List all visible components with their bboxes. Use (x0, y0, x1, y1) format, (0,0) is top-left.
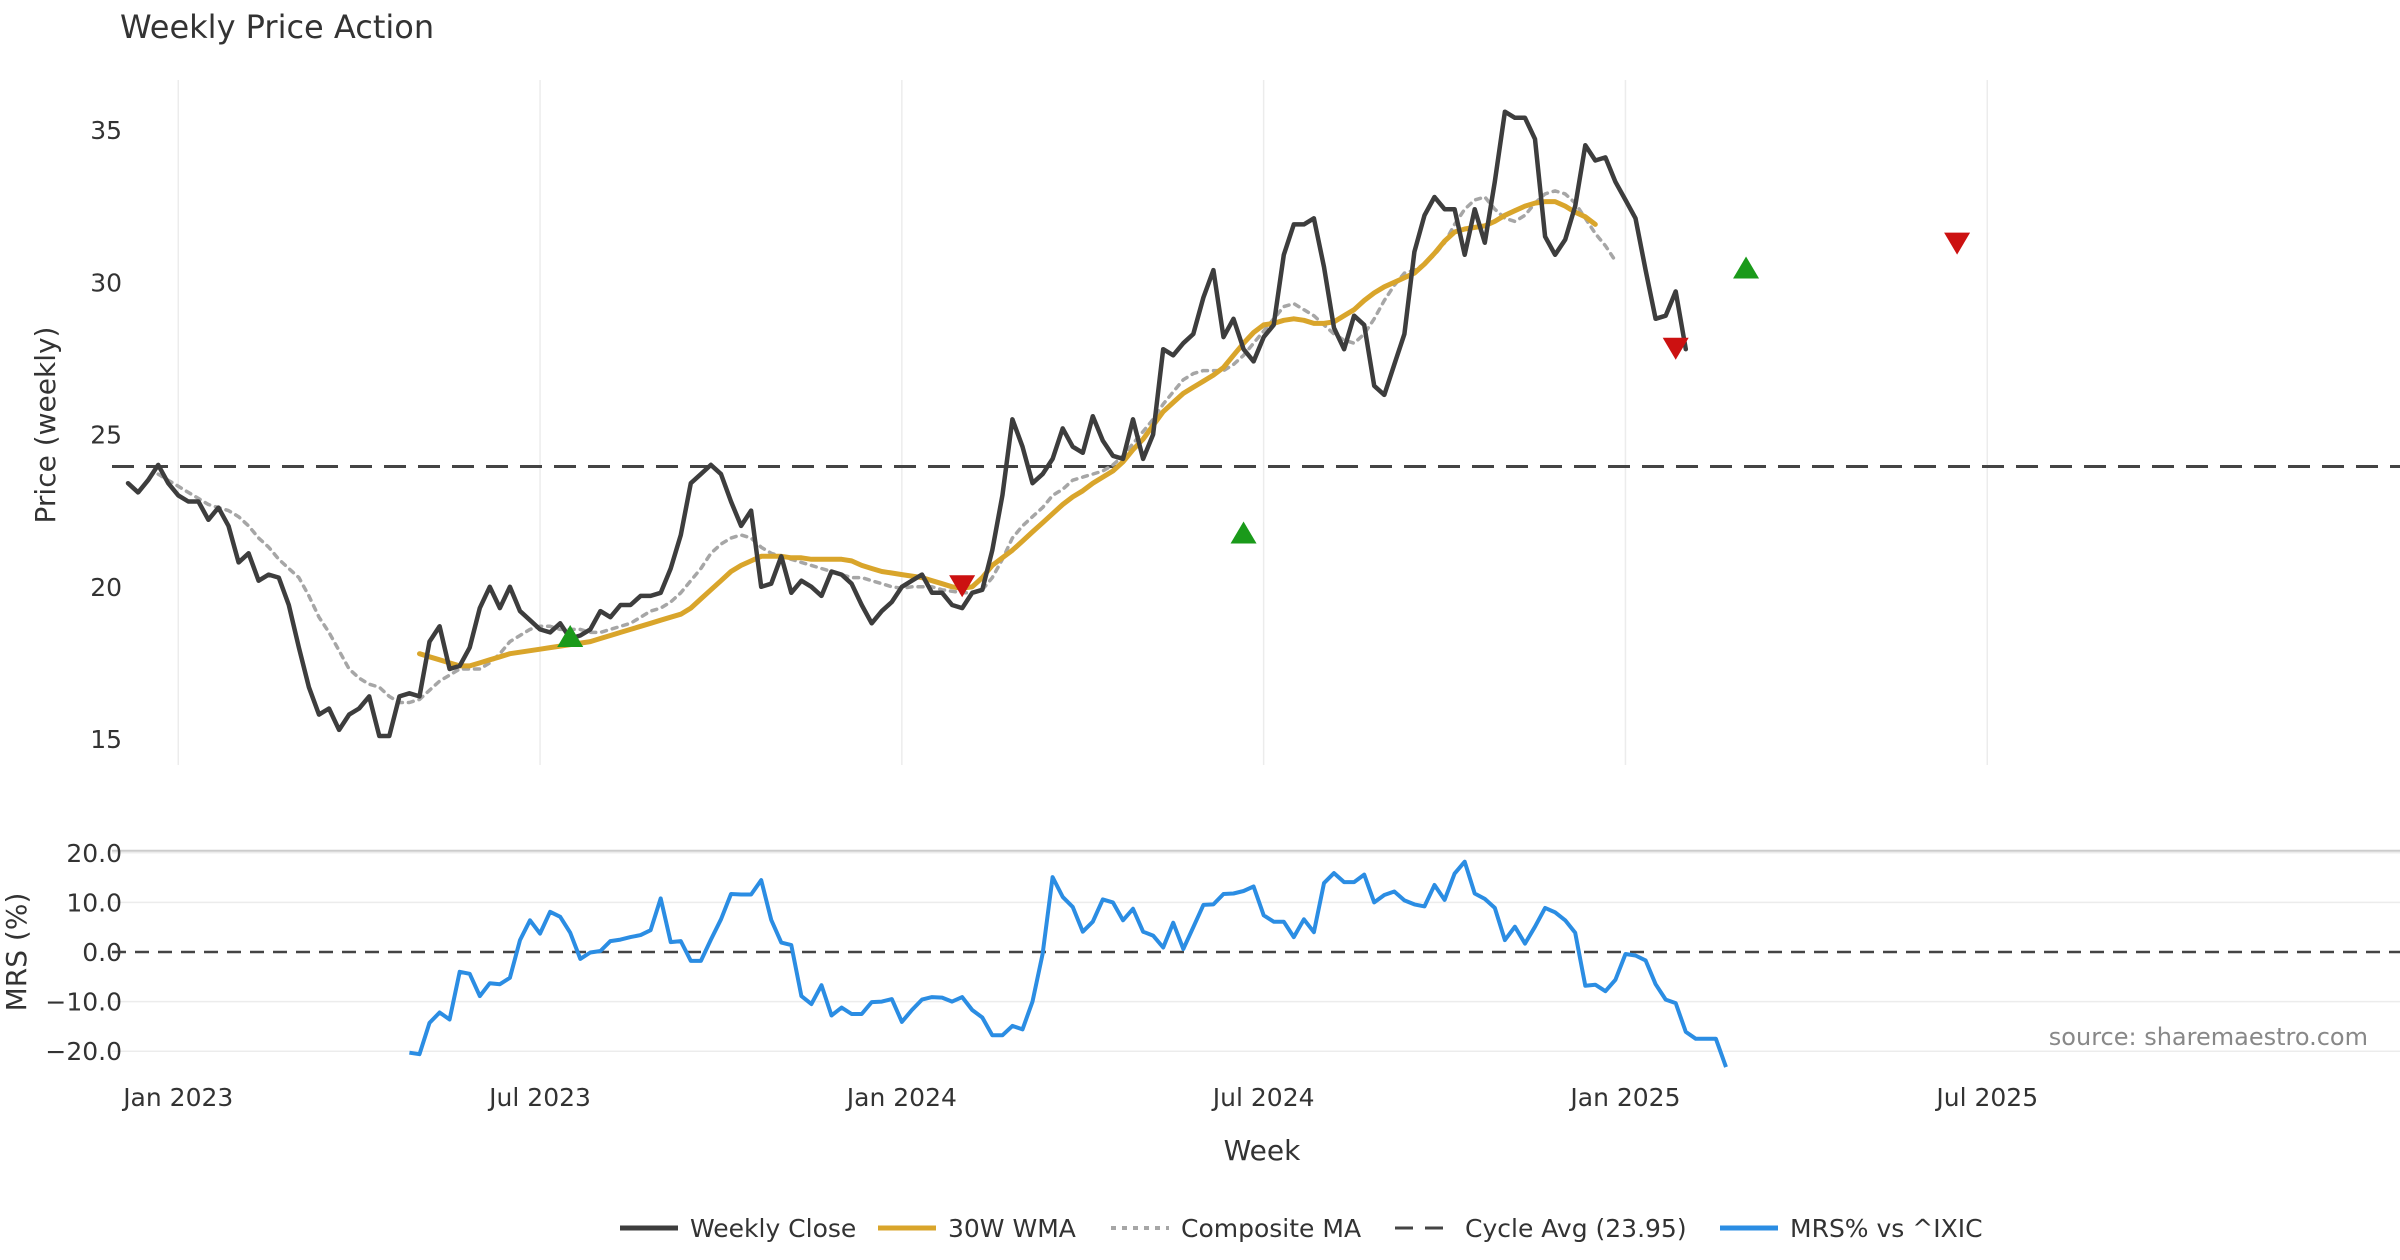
series-weekly-close (125, 109, 1689, 739)
price-y-tick-label: 25 (90, 421, 122, 450)
price-y-axis-label: Price (weekly) (29, 327, 62, 524)
x-tick-label: Jul 2024 (1211, 1083, 1315, 1112)
legend-label: 30W WMA (948, 1214, 1076, 1243)
price-y-tick-label: 30 (90, 268, 122, 297)
mrs-y-tick-label: 10.0 (66, 888, 122, 917)
legend: Weekly Close 30W WMA Composite MA Cycle Avg… (620, 1214, 1983, 1243)
mrs-series-group (409, 859, 1728, 1068)
mrs-grid: 20.010.00.0−10.0−20.0 (45, 839, 2400, 1066)
legend-label: Cycle Avg (23.95) (1465, 1214, 1687, 1243)
x-tick-label: Jul 2023 (487, 1083, 591, 1112)
x-axis-ticks: Jan 2023 Jul 2023 Jan 2024 Jul 2024 Jan 2025… (121, 1083, 2038, 1112)
sell-signal-marker (949, 575, 976, 598)
price-y-tick-label: 35 (90, 116, 122, 145)
buy-signal-marker (557, 624, 584, 647)
mrs-y-tick-label: −10.0 (45, 988, 122, 1017)
series-composite-ma (156, 189, 1618, 705)
buy-signal-marker (1230, 521, 1257, 544)
mrs-y-tick-label: 20.0 (66, 839, 122, 868)
chart-title: Weekly Price Action (120, 8, 434, 46)
buy-signal-marker (1733, 256, 1760, 279)
series-mrs-vs-ixic (409, 859, 1728, 1068)
x-axis-label: Week (1224, 1134, 1301, 1167)
signal-markers (557, 232, 1971, 647)
source-note: source: sharemaestro.com (2049, 1023, 2368, 1051)
x-tick-label: Jan 2025 (1568, 1083, 1680, 1112)
legend-label: MRS% vs ^IXIC (1790, 1214, 1983, 1243)
legend-label: Weekly Close (690, 1214, 856, 1243)
x-tick-label: Jan 2023 (121, 1083, 233, 1112)
mrs-y-tick-label: −20.0 (45, 1037, 122, 1066)
series-30w-wma (417, 199, 1598, 669)
sell-signal-marker (1944, 232, 1971, 255)
mrs-y-axis-label: MRS (%) (0, 893, 33, 1012)
x-tick-label: Jan 2024 (845, 1083, 957, 1112)
sell-signal-marker (1662, 337, 1689, 360)
price-y-tick-label: 20 (90, 573, 122, 602)
price-grid: 15 20 25 30 35 (90, 80, 2400, 765)
x-tick-label: Jul 2025 (1934, 1083, 2038, 1112)
price-series-group (125, 109, 1689, 739)
price-y-tick-label: 15 (90, 725, 122, 754)
legend-label: Composite MA (1181, 1214, 1361, 1243)
